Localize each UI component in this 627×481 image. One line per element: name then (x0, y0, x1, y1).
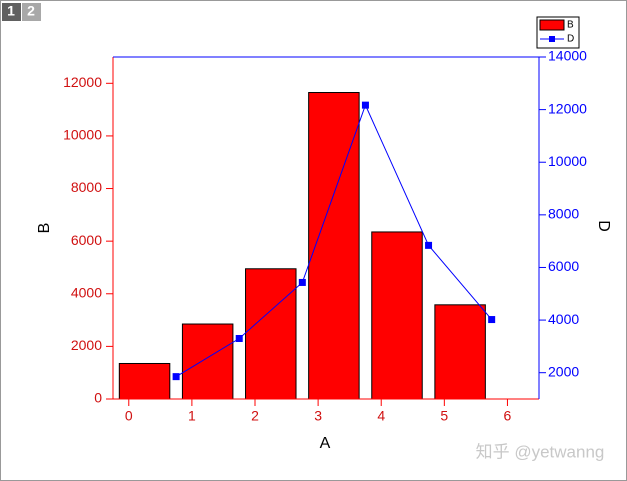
point (488, 316, 496, 324)
y2-axis-title: D (595, 220, 612, 232)
legend-label: B (567, 20, 574, 31)
y2-tick-label: 12000 (548, 100, 587, 116)
y2-tick-label: 10000 (548, 153, 587, 169)
legend-marker (549, 36, 555, 42)
x-tick-label: 0 (125, 408, 133, 424)
tab-1[interactable] (2, 3, 21, 21)
legend-swatch (539, 19, 565, 31)
y-tick-label: 12000 (63, 74, 102, 90)
tab-2[interactable] (22, 3, 41, 21)
y-axis-title: B (36, 223, 53, 234)
bar (371, 231, 423, 400)
line (175, 103, 493, 378)
y-tick-label: 6000 (71, 232, 102, 248)
bar (434, 304, 486, 400)
bar (181, 323, 234, 400)
y2-tick-label: 14000 (548, 48, 587, 64)
point (298, 278, 306, 286)
y-tick-label: 0 (94, 390, 102, 406)
watermark: 知乎 @yetwanng (476, 442, 605, 461)
point (425, 241, 433, 249)
x-tick-label: 3 (314, 408, 322, 424)
x-tick-label: 2 (251, 408, 259, 424)
x-tick-label: 5 (440, 408, 448, 424)
x-axis-title: A (320, 435, 331, 452)
y2-tick-label: 8000 (548, 206, 579, 222)
point (361, 101, 369, 109)
y-tick-label: 8000 (71, 179, 102, 195)
point (235, 334, 243, 342)
tab-label: 1 (7, 3, 15, 19)
y2-tick-label: 6000 (548, 258, 579, 274)
bar (308, 92, 360, 400)
point (172, 373, 180, 381)
bar (118, 362, 171, 400)
x-tick-label: 4 (377, 408, 385, 424)
y2-tick-label: 2000 (548, 363, 579, 379)
bar (245, 268, 297, 400)
y-tick-label: 2000 (71, 337, 102, 353)
x-tick-label: 1 (188, 408, 196, 424)
legend-label: D (567, 34, 574, 45)
x-tick-label: 6 (504, 408, 512, 424)
y2-tick-label: 4000 (548, 311, 579, 327)
y-tick-label: 10000 (63, 127, 102, 143)
tab-label: 2 (27, 3, 35, 19)
y-tick-label: 4000 (71, 284, 102, 300)
